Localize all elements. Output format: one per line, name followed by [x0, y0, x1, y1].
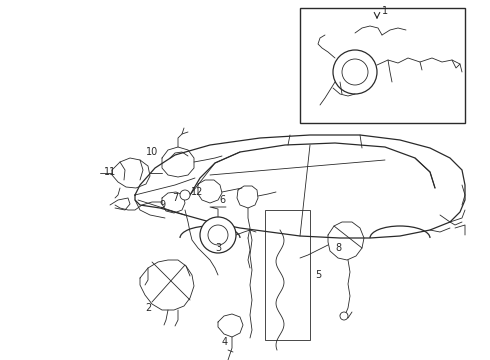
Text: 6: 6 — [219, 195, 225, 205]
Text: 7: 7 — [172, 193, 178, 203]
Bar — [300, 8, 465, 123]
Circle shape — [340, 312, 348, 320]
Circle shape — [208, 225, 228, 245]
Circle shape — [333, 50, 377, 94]
Text: 11: 11 — [104, 167, 116, 177]
Text: 1: 1 — [382, 6, 388, 16]
Text: 10: 10 — [146, 147, 158, 157]
Circle shape — [200, 217, 236, 253]
Circle shape — [180, 190, 190, 200]
Bar — [265, 210, 310, 340]
Text: 9: 9 — [159, 200, 165, 210]
Text: 12: 12 — [191, 187, 203, 197]
Text: 5: 5 — [315, 270, 321, 280]
Circle shape — [342, 59, 368, 85]
Text: 4: 4 — [222, 337, 228, 347]
Text: 8: 8 — [335, 243, 341, 253]
Text: 2: 2 — [145, 303, 151, 313]
Text: 3: 3 — [215, 243, 221, 253]
